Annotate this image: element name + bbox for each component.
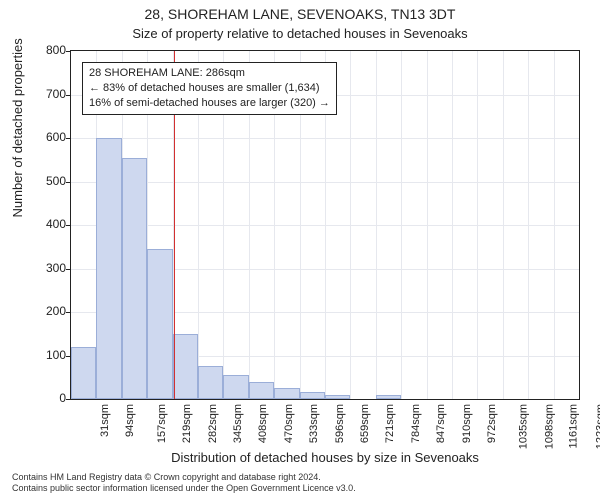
histogram-bar — [96, 138, 121, 399]
attribution-line: Contains HM Land Registry data © Crown c… — [12, 472, 356, 483]
xtick-label: 1098sqm — [543, 404, 555, 449]
xtick-label: 31sqm — [99, 404, 111, 437]
attribution-text: Contains HM Land Registry data © Crown c… — [12, 472, 356, 495]
histogram-bar — [198, 366, 223, 399]
ytick-mark — [66, 269, 71, 270]
xtick-label: 470sqm — [283, 404, 295, 443]
xtick-label: 94sqm — [124, 404, 136, 437]
ytick-label: 300 — [16, 261, 66, 275]
annotation-line: ← 83% of detached houses are smaller (1,… — [89, 81, 330, 96]
xtick-label: 345sqm — [232, 404, 244, 443]
xtick-label: 847sqm — [435, 404, 447, 443]
ytick-label: 500 — [16, 174, 66, 188]
y-axis-label: Number of detached properties — [10, 38, 25, 217]
xtick-label: 721sqm — [385, 404, 397, 443]
xtick-label: 408sqm — [258, 404, 270, 443]
ytick-label: 200 — [16, 304, 66, 318]
ytick-mark — [66, 225, 71, 226]
ytick-mark — [66, 138, 71, 139]
histogram-bar — [376, 395, 401, 399]
xtick-label: 659sqm — [359, 404, 371, 443]
histogram-bar — [325, 395, 350, 399]
ytick-label: 0 — [16, 391, 66, 405]
histogram-bar — [71, 347, 96, 399]
ytick-mark — [66, 356, 71, 357]
xtick-label: 1161sqm — [568, 404, 580, 448]
ytick-mark — [66, 399, 71, 400]
histogram-bar — [274, 388, 299, 399]
ytick-label: 400 — [16, 217, 66, 231]
xtick-label: 596sqm — [334, 404, 346, 443]
ytick-label: 600 — [16, 130, 66, 144]
xtick-label: 972sqm — [486, 404, 498, 443]
annotation-box: 28 SHOREHAM LANE: 286sqm ← 83% of detach… — [82, 62, 337, 115]
ytick-mark — [66, 51, 71, 52]
annotation-line: 28 SHOREHAM LANE: 286sqm — [89, 66, 330, 81]
ytick-mark — [66, 312, 71, 313]
chart-title: 28, SHOREHAM LANE, SEVENOAKS, TN13 3DT — [0, 6, 600, 22]
ytick-mark — [66, 95, 71, 96]
xtick-label: 1035sqm — [518, 404, 530, 449]
x-axis-label: Distribution of detached houses by size … — [70, 450, 580, 465]
xtick-label: 219sqm — [181, 404, 193, 443]
histogram-bar — [147, 249, 172, 399]
histogram-bar — [249, 382, 274, 399]
xtick-label: 282sqm — [207, 404, 219, 443]
xtick-label: 910sqm — [461, 404, 473, 443]
xtick-label: 784sqm — [410, 404, 422, 443]
chart-container: 28, SHOREHAM LANE, SEVENOAKS, TN13 3DT S… — [0, 0, 600, 500]
ytick-label: 100 — [16, 348, 66, 362]
ytick-label: 800 — [16, 43, 66, 57]
xtick-label: 1223sqm — [594, 404, 600, 449]
histogram-bar — [223, 375, 248, 399]
histogram-bar — [173, 334, 198, 399]
ytick-label: 700 — [16, 87, 66, 101]
annotation-line: 16% of semi-detached houses are larger (… — [89, 96, 330, 111]
xtick-label: 533sqm — [308, 404, 320, 443]
histogram-bar — [122, 158, 147, 399]
chart-subtitle: Size of property relative to detached ho… — [0, 26, 600, 41]
xtick-label: 157sqm — [156, 404, 168, 443]
histogram-bar — [300, 392, 325, 399]
attribution-line: Contains public sector information licen… — [12, 483, 356, 494]
ytick-mark — [66, 182, 71, 183]
